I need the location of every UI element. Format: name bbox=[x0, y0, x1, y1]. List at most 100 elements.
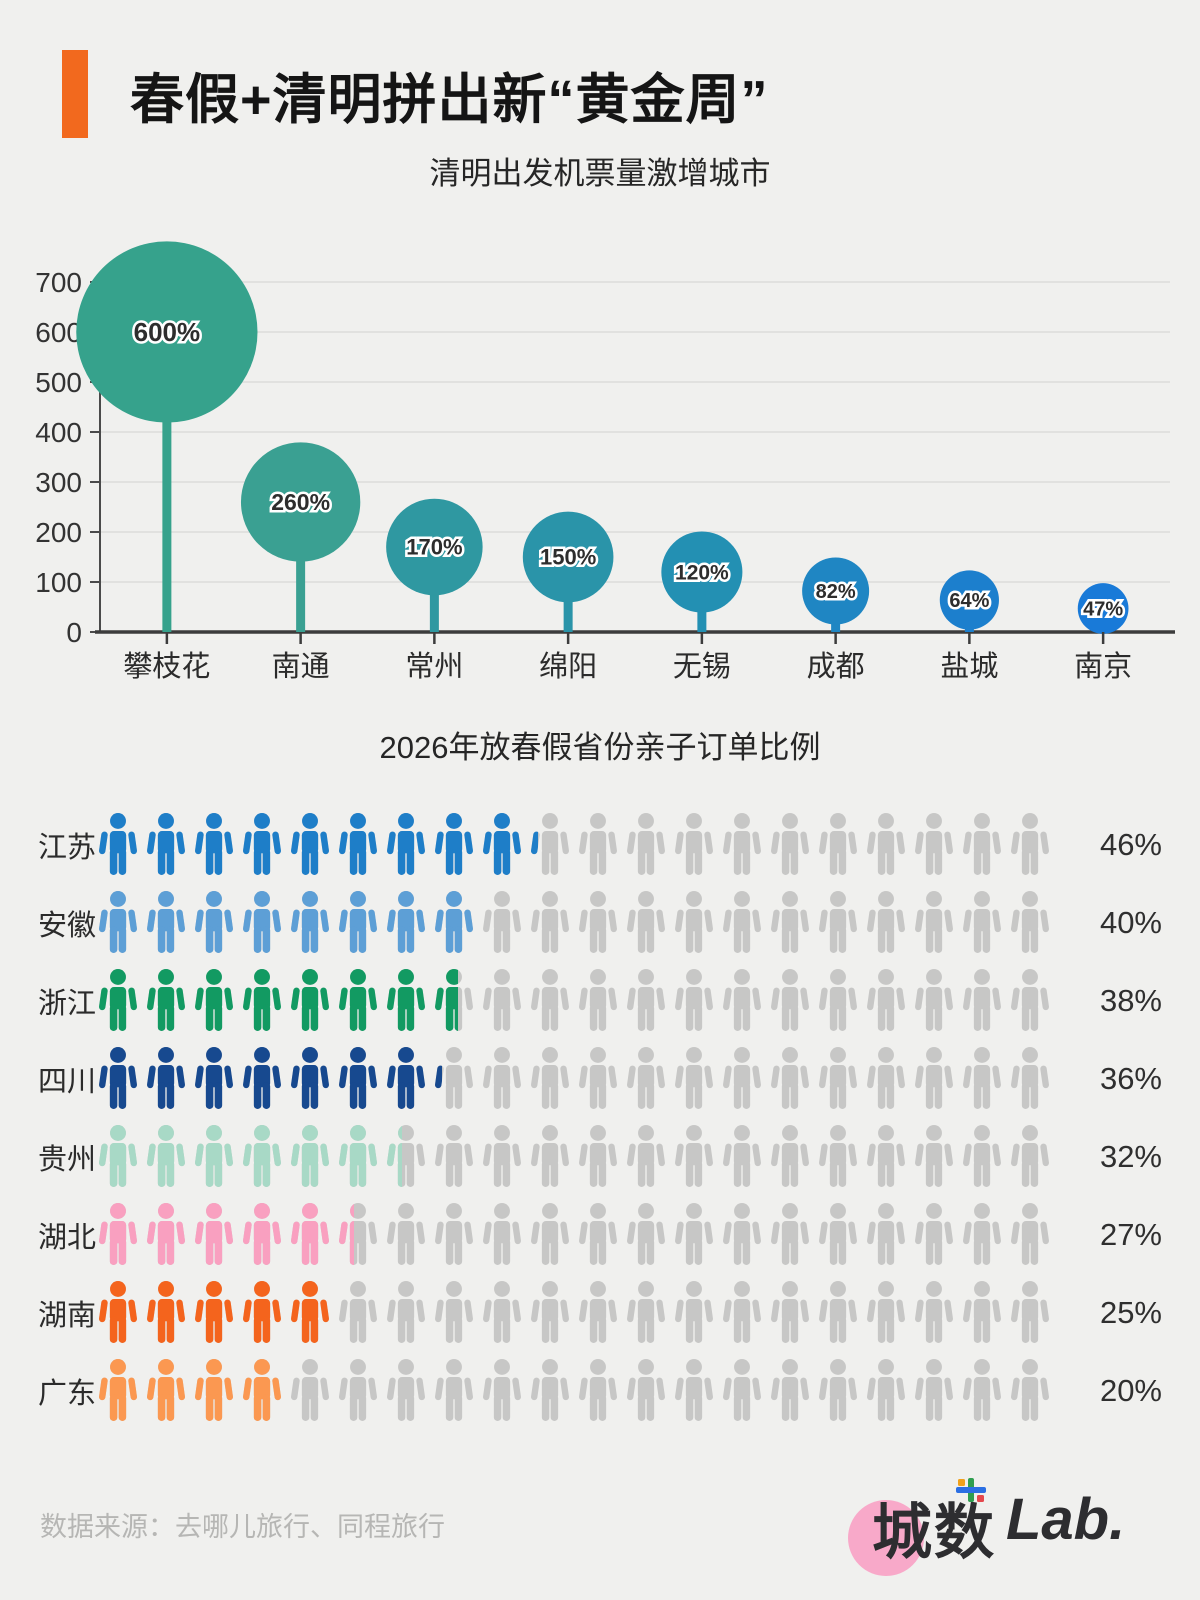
y-axis-label: 100 bbox=[35, 567, 82, 598]
person-icon bbox=[195, 1125, 233, 1187]
person-icon bbox=[915, 969, 953, 1031]
pictogram-row-湖北: 湖北 27% bbox=[0, 1196, 1200, 1274]
person-icon bbox=[339, 813, 377, 875]
brand-logo: 城数 Lab. bbox=[848, 1476, 1148, 1576]
person-icon bbox=[627, 1281, 665, 1343]
person-cell bbox=[962, 891, 1002, 953]
person-icon bbox=[723, 1359, 761, 1421]
person-icon bbox=[819, 1125, 857, 1187]
person-cell bbox=[914, 969, 954, 1031]
person-icon bbox=[819, 1203, 857, 1265]
y-axis-label: 200 bbox=[35, 517, 82, 548]
person-cell bbox=[818, 1281, 858, 1343]
person-cell bbox=[530, 1125, 570, 1187]
person-cell bbox=[338, 1203, 378, 1265]
person-fill-overlay bbox=[98, 969, 138, 1031]
person-icon bbox=[579, 1203, 617, 1265]
person-cell bbox=[434, 891, 474, 953]
x-axis-category-label: 南通 bbox=[272, 650, 330, 683]
person-cell bbox=[290, 969, 330, 1031]
person-cell bbox=[914, 1047, 954, 1109]
person-icon bbox=[723, 969, 761, 1031]
person-cell bbox=[482, 1047, 522, 1109]
person-icon bbox=[579, 813, 617, 875]
person-cell bbox=[962, 969, 1002, 1031]
icon-strip bbox=[98, 1359, 1058, 1421]
person-fill-overlay bbox=[194, 1359, 234, 1421]
person-cell bbox=[146, 1359, 186, 1421]
person-cell bbox=[98, 813, 138, 875]
person-icon bbox=[99, 1359, 137, 1421]
province-label: 贵州 bbox=[38, 1144, 97, 1176]
person-icon bbox=[867, 813, 905, 875]
bubble-value-label: 150% bbox=[540, 545, 596, 570]
person-fill-overlay bbox=[434, 813, 474, 875]
person-fill-overlay bbox=[530, 813, 538, 875]
person-fill-overlay bbox=[242, 1047, 282, 1109]
x-axis-category-label: 绵阳 bbox=[539, 650, 597, 683]
person-icon bbox=[435, 891, 473, 953]
person-icon bbox=[1011, 1359, 1049, 1421]
percent-label: 40% bbox=[1099, 905, 1162, 940]
person-cell bbox=[866, 891, 906, 953]
person-icon bbox=[435, 1203, 473, 1265]
person-fill-overlay bbox=[194, 1281, 234, 1343]
person-fill-overlay bbox=[386, 813, 426, 875]
person-icon bbox=[963, 1359, 1001, 1421]
person-icon bbox=[291, 1359, 329, 1421]
person-cell bbox=[962, 1125, 1002, 1187]
province-label: 湖北 bbox=[38, 1222, 97, 1254]
percent-label: 27% bbox=[1099, 1217, 1162, 1252]
person-cell bbox=[530, 891, 570, 953]
person-fill-overlay bbox=[386, 891, 426, 953]
person-cell bbox=[914, 813, 954, 875]
person-fill-overlay bbox=[338, 1203, 354, 1265]
person-fill-overlay bbox=[338, 813, 378, 875]
person-cell bbox=[866, 1203, 906, 1265]
person-cell bbox=[578, 1047, 618, 1109]
person-cell bbox=[626, 1125, 666, 1187]
bubble-value-label: 47% bbox=[1083, 599, 1123, 621]
person-icon bbox=[435, 1359, 473, 1421]
person-cell bbox=[674, 1047, 714, 1109]
person-fill-overlay bbox=[338, 1125, 378, 1187]
person-fill-overlay bbox=[146, 1359, 186, 1421]
person-fill-overlay bbox=[242, 1125, 282, 1187]
person-cell bbox=[194, 891, 234, 953]
person-cell bbox=[482, 1359, 522, 1421]
person-cell bbox=[386, 813, 426, 875]
person-fill-overlay bbox=[338, 891, 378, 953]
lollipop-chart-canvas: 0 100 200 300 400 500 600 700 600% 攀枝花 260% 南通 170% 常… bbox=[35, 241, 1175, 683]
province-label: 湖南 bbox=[38, 1300, 97, 1332]
person-icon bbox=[243, 813, 281, 875]
bubble-攀枝花 bbox=[76, 241, 258, 423]
person-icon bbox=[867, 1203, 905, 1265]
person-cell bbox=[386, 891, 426, 953]
bubble-value-label: 600% bbox=[134, 317, 201, 347]
person-cell bbox=[434, 1359, 474, 1421]
person-icon bbox=[723, 813, 761, 875]
person-icon bbox=[1011, 1125, 1049, 1187]
person-cell bbox=[914, 1359, 954, 1421]
person-icon bbox=[915, 891, 953, 953]
person-icon bbox=[675, 1125, 713, 1187]
person-icon bbox=[675, 891, 713, 953]
icon-strip bbox=[98, 1281, 1058, 1343]
person-cell bbox=[722, 1125, 762, 1187]
province-label: 四川 bbox=[38, 1066, 97, 1098]
person-cell bbox=[1010, 1125, 1050, 1187]
person-fill-overlay bbox=[194, 969, 234, 1031]
person-icon bbox=[819, 969, 857, 1031]
person-icon bbox=[771, 1281, 809, 1343]
icon-strip bbox=[98, 1203, 1058, 1265]
percent-label: 20% bbox=[1099, 1373, 1162, 1408]
person-icon bbox=[195, 1359, 233, 1421]
person-fill-overlay bbox=[146, 969, 186, 1031]
person-icon bbox=[867, 969, 905, 1031]
person-icon bbox=[915, 1359, 953, 1421]
person-cell bbox=[674, 891, 714, 953]
person-cell bbox=[722, 1203, 762, 1265]
icon-strip bbox=[98, 1047, 1058, 1109]
